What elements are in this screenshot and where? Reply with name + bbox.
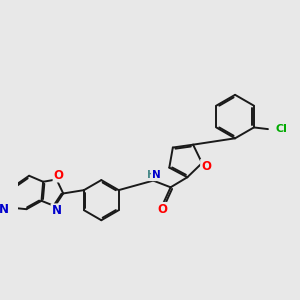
Text: O: O bbox=[157, 203, 167, 216]
Text: N: N bbox=[152, 170, 161, 180]
Text: Cl: Cl bbox=[275, 124, 287, 134]
Text: O: O bbox=[201, 160, 211, 173]
Text: N: N bbox=[52, 204, 61, 218]
Text: N: N bbox=[0, 203, 9, 216]
Text: H: H bbox=[147, 170, 156, 180]
Text: O: O bbox=[53, 169, 64, 182]
